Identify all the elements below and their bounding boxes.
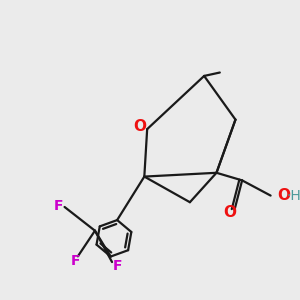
Text: F: F bbox=[53, 199, 63, 212]
Text: O: O bbox=[277, 188, 290, 203]
Text: F: F bbox=[113, 259, 122, 273]
Text: O: O bbox=[134, 119, 146, 134]
Text: ·H: ·H bbox=[286, 189, 300, 202]
Text: F: F bbox=[70, 254, 80, 268]
Text: O: O bbox=[223, 205, 236, 220]
